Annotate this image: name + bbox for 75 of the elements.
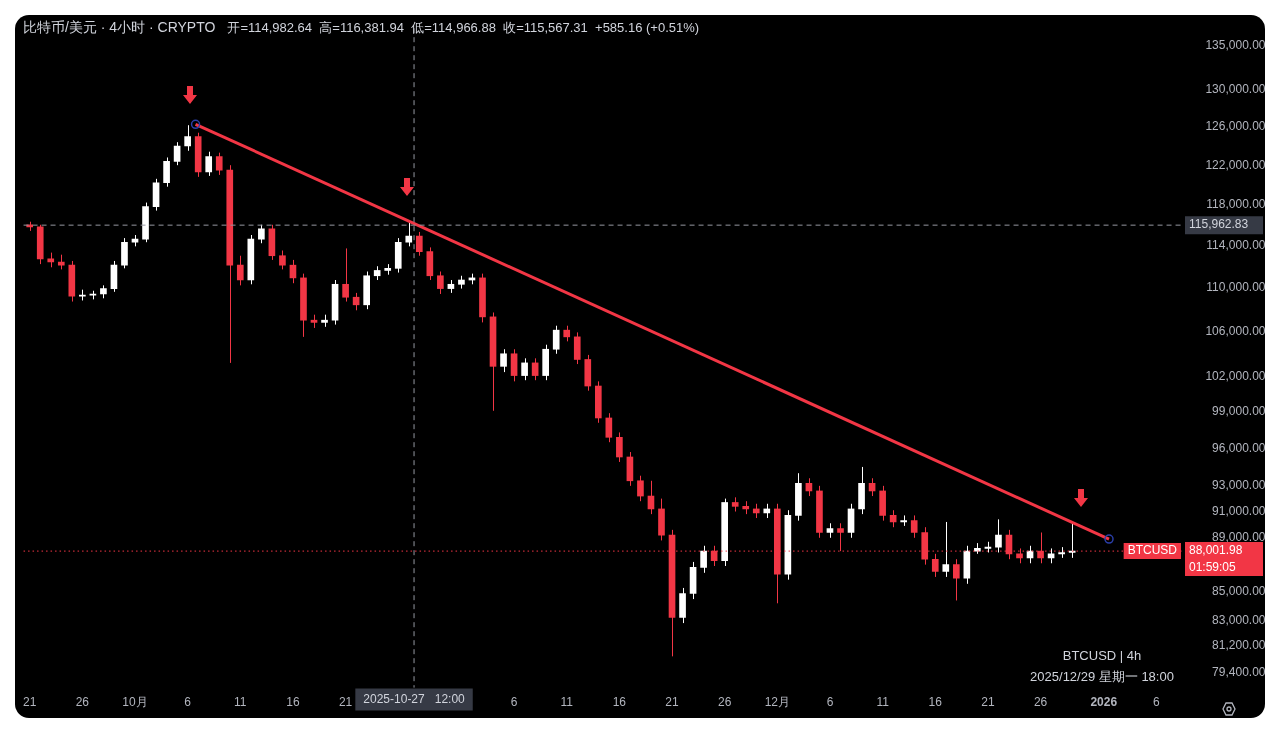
candlestick bbox=[995, 518, 1002, 553]
x-tick-label: 21 bbox=[338, 695, 353, 710]
candlestick bbox=[279, 250, 286, 270]
x-tick-label: 26 bbox=[75, 695, 90, 710]
candlestick bbox=[405, 222, 413, 247]
y-tick-label: 135,000.00 bbox=[1205, 37, 1266, 52]
x-tick-label: 11 bbox=[234, 695, 247, 710]
candlestick bbox=[573, 331, 581, 365]
chart-title: 比特币/美元 · 4小时 · CRYPTO bbox=[23, 18, 216, 35]
candlestick bbox=[552, 325, 560, 355]
candlestick bbox=[205, 151, 213, 177]
y-tick-label: 106,000.00 bbox=[1205, 323, 1266, 338]
candlestick bbox=[215, 152, 223, 176]
x-tick-label: 11 bbox=[876, 695, 890, 710]
annotation: BTCUSD | 4h bbox=[1062, 647, 1142, 663]
candlestick bbox=[616, 431, 623, 463]
y-tick-label: 126,000.00 bbox=[1205, 119, 1266, 134]
x-tick-label: 10月 bbox=[122, 695, 148, 710]
candlestick bbox=[700, 545, 707, 574]
candlestick bbox=[605, 412, 613, 443]
annotation: 2025/12/29 星期一 18:00 bbox=[1030, 668, 1174, 684]
candlestick bbox=[900, 514, 908, 527]
annotation: BTCUSD bbox=[1127, 543, 1178, 558]
x-tick-label: 6 bbox=[510, 695, 518, 710]
x-tick-label: 21 bbox=[981, 695, 995, 710]
y-tick-label: 102,000.00 bbox=[1205, 369, 1266, 384]
y-tick-label: 122,000.00 bbox=[1205, 157, 1266, 172]
x-tick-label: 16 bbox=[286, 695, 300, 710]
candlestick bbox=[521, 357, 528, 381]
candlestick bbox=[437, 271, 444, 295]
ref-line-label: 115,962.83 bbox=[1189, 217, 1249, 232]
candlestick bbox=[942, 521, 950, 578]
y-tick-label: 96,000.00 bbox=[1212, 440, 1266, 455]
x-tick-label: 12月 bbox=[764, 695, 790, 710]
x-tick-label: 21 bbox=[23, 695, 37, 710]
y-tick-label: 81,200.00 bbox=[1212, 638, 1266, 653]
candlestick bbox=[510, 348, 518, 382]
x-tick-label: 21 bbox=[665, 695, 680, 710]
candlestick bbox=[910, 514, 918, 539]
candlestick bbox=[931, 553, 939, 578]
candlestick bbox=[184, 124, 191, 152]
candlestick bbox=[500, 348, 507, 373]
y-tick-label: 130,000.00 bbox=[1205, 82, 1266, 97]
candlestick bbox=[637, 475, 644, 502]
y-tick-label: 99,000.00 bbox=[1212, 404, 1266, 419]
x-tick-label: 16 bbox=[612, 695, 627, 710]
ref-line-label: 2025-10-27 12:00 bbox=[363, 691, 466, 706]
x-tick-label: 26 bbox=[1033, 695, 1048, 710]
annotation: 01:59:05 bbox=[1189, 560, 1237, 575]
y-tick-label: 110,000.00 bbox=[1206, 279, 1266, 294]
chart-subtitle: 开=114,982.64 高=116,381.94 低=114,966.88 收=115,567.31 +585.16 (+0.51%) bbox=[227, 19, 700, 35]
y-tick-label: 93,000.00 bbox=[1212, 478, 1266, 493]
candlestick bbox=[258, 224, 265, 244]
candlestick bbox=[415, 231, 423, 257]
y-tick-label: 85,000.00 bbox=[1212, 584, 1266, 599]
y-tick-label: 118,000.00 bbox=[1206, 196, 1266, 211]
y-tick-label: 91,000.00 bbox=[1212, 503, 1266, 518]
candlestick bbox=[953, 558, 960, 601]
candlestick bbox=[173, 141, 181, 166]
y-tick-label: 79,400.00 bbox=[1212, 664, 1266, 679]
x-tick-label: 11 bbox=[560, 695, 574, 710]
y-tick-label: 114,000.00 bbox=[1206, 237, 1266, 252]
candlestick bbox=[121, 237, 128, 269]
candlestick bbox=[236, 255, 244, 286]
ref-line-label: 88,001.98 bbox=[1189, 543, 1243, 558]
y-tick-label: 83,000.00 bbox=[1212, 612, 1266, 627]
y-tick-label: 89,000.00 bbox=[1212, 530, 1266, 545]
x-tick-label: 16 bbox=[928, 695, 943, 710]
x-tick-label: 6 bbox=[1153, 695, 1161, 710]
x-tick-label: 6 bbox=[826, 695, 834, 710]
candlestick bbox=[342, 247, 349, 303]
candlestick bbox=[163, 156, 170, 188]
x-tick-label: 2026 bbox=[1090, 695, 1118, 710]
x-tick-label: 6 bbox=[184, 695, 192, 710]
x-tick-label: 26 bbox=[717, 695, 732, 710]
